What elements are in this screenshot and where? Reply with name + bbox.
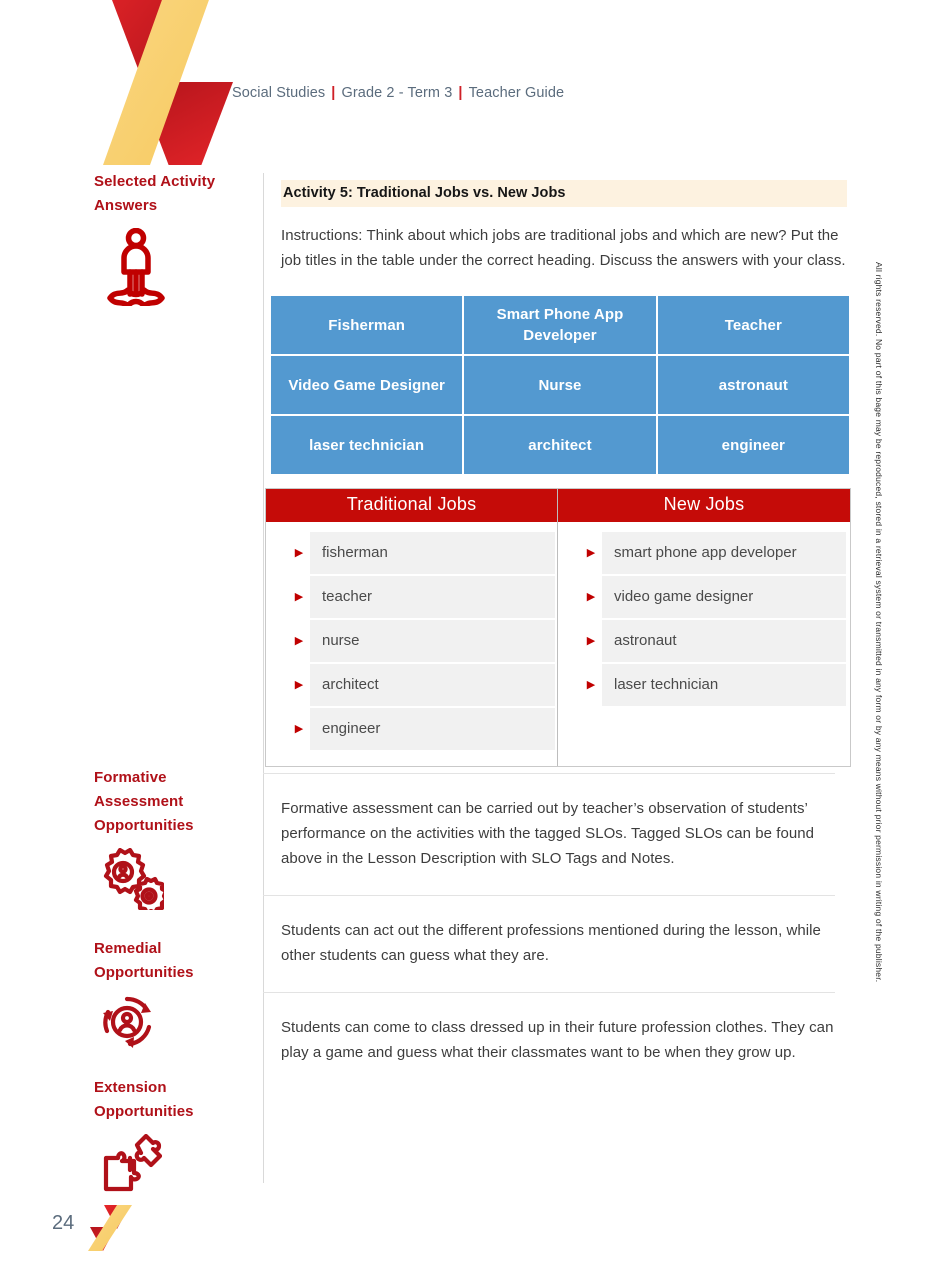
new-jobs-column: New Jobs ▶ smart phone app developer ▶ v… [558,489,850,766]
sidebar-title: Extension Opportunities [94,1079,194,1120]
job-cell: Smart Phone App Developer [464,296,656,354]
answer-text: fisherman [310,532,555,574]
table-row: laser technician architect engineer [271,416,849,474]
sidebar: Selected Activity Answers Formative Asse… [94,170,254,1201]
triangle-bullet-icon: ▶ [586,591,596,603]
column-header: New Jobs [558,489,850,522]
list-item: ▶ teacher [266,576,557,618]
triangle-bullet-icon: ▶ [294,547,304,559]
table-row: Video Game Designer Nurse astronaut [271,356,849,414]
header-logo [95,0,233,208]
header-grade: Grade 2 - Term 3 [341,85,453,101]
triangle-bullet-icon: ▶ [294,591,304,603]
prose-sections: Formative assessment can be carried out … [263,773,851,1089]
job-cell: architect [464,416,656,474]
remedial-opportunities-text: Students can act out the different profe… [281,922,821,964]
job-cell: Teacher [657,296,849,354]
triangle-bullet-icon: ▶ [294,723,304,735]
sidebar-title: Remedial Opportunities [94,940,194,981]
list-item: ▶ nurse [266,620,557,662]
section-divider [263,895,835,896]
sidebar-content-divider [263,173,264,1183]
sidebar-item-selected-activity-answers: Selected Activity Answers [94,170,254,311]
answer-text: engineer [310,708,555,750]
header-subject: Social Studies [232,85,326,101]
circular-arrows-person-icon [100,995,254,1054]
column-header: Traditional Jobs [266,489,557,522]
list-item: ▶ video game designer [558,576,850,618]
extension-opportunities-text: Students can come to class dressed up in… [281,1019,834,1061]
job-cell: laser technician [271,416,463,474]
answer-text: astronaut [602,620,846,662]
answer-text: nurse [310,620,555,662]
section-divider [263,773,835,774]
list-item: ▶ astronaut [558,620,850,662]
triangle-bullet-icon: ▶ [586,547,596,559]
puzzle-pieces-icon [100,1133,254,1201]
footer-logo [88,1203,132,1253]
table-row: Fisherman Smart Phone App Developer Teac… [271,296,849,354]
header-guide: Teacher Guide [468,85,565,101]
sidebar-title: Selected Activity Answers [94,173,216,214]
column-body: ▶ fisherman ▶ teacher ▶ nurse ▶ architec… [266,522,557,766]
list-item: ▶ fisherman [266,532,557,574]
person-podium-icon [100,227,254,311]
x-logo-icon [88,1205,132,1251]
list-item: ▶ architect [266,664,557,706]
traditional-jobs-column: Traditional Jobs ▶ fisherman ▶ teacher ▶… [266,489,558,766]
answers-table: Traditional Jobs ▶ fisherman ▶ teacher ▶… [265,488,851,767]
answer-text: laser technician [602,664,846,706]
activity-title: Activity 5: Traditional Jobs vs. New Job… [281,180,847,207]
triangle-bullet-icon: ▶ [294,679,304,691]
x-logo-icon [103,0,233,208]
answer-text: smart phone app developer [602,532,846,574]
gears-person-icon [100,847,254,916]
header-breadcrumb: Social Studies | Grade 2 - Term 3 | Teacher … [232,85,564,101]
answer-text: architect [310,664,555,706]
triangle-bullet-icon: ▶ [586,679,596,691]
formative-assessment-text: Formative assessment can be carried out … [281,800,815,867]
header-separator-1: | [331,85,336,101]
sidebar-item-extension-opportunities: Extension Opportunities [94,1076,254,1201]
job-cell: engineer [657,416,849,474]
list-item: ▶ engineer [266,708,557,750]
sidebar-item-formative-assessment: Formative Assessment Opportunities [94,766,254,916]
copyright-notice: All rights reserved. No part of this bag… [874,262,884,983]
list-item: ▶ smart phone app developer [558,532,850,574]
job-cell: Nurse [464,356,656,414]
answer-text: teacher [310,576,555,618]
jobs-table-body: Fisherman Smart Phone App Developer Teac… [271,296,849,474]
answer-text: video game designer [602,576,846,618]
jobs-word-bank-table: Fisherman Smart Phone App Developer Teac… [269,294,851,476]
sidebar-item-remedial-opportunities: Remedial Opportunities [94,937,254,1054]
triangle-bullet-icon: ▶ [586,635,596,647]
main-content: Activity 5: Traditional Jobs vs. New Job… [263,180,851,1089]
job-cell: Fisherman [271,296,463,354]
triangle-bullet-icon: ▶ [294,635,304,647]
activity-instructions: Instructions: Think about which jobs are… [281,227,846,269]
list-item: ▶ laser technician [558,664,850,706]
page-number: 24 [52,1212,75,1234]
column-body: ▶ smart phone app developer ▶ video game… [558,522,850,766]
job-cell: astronaut [657,356,849,414]
header-separator-2: | [458,85,463,101]
job-cell: Video Game Designer [271,356,463,414]
sidebar-title: Formative Assessment Opportunities [94,769,194,834]
section-divider [263,992,835,993]
